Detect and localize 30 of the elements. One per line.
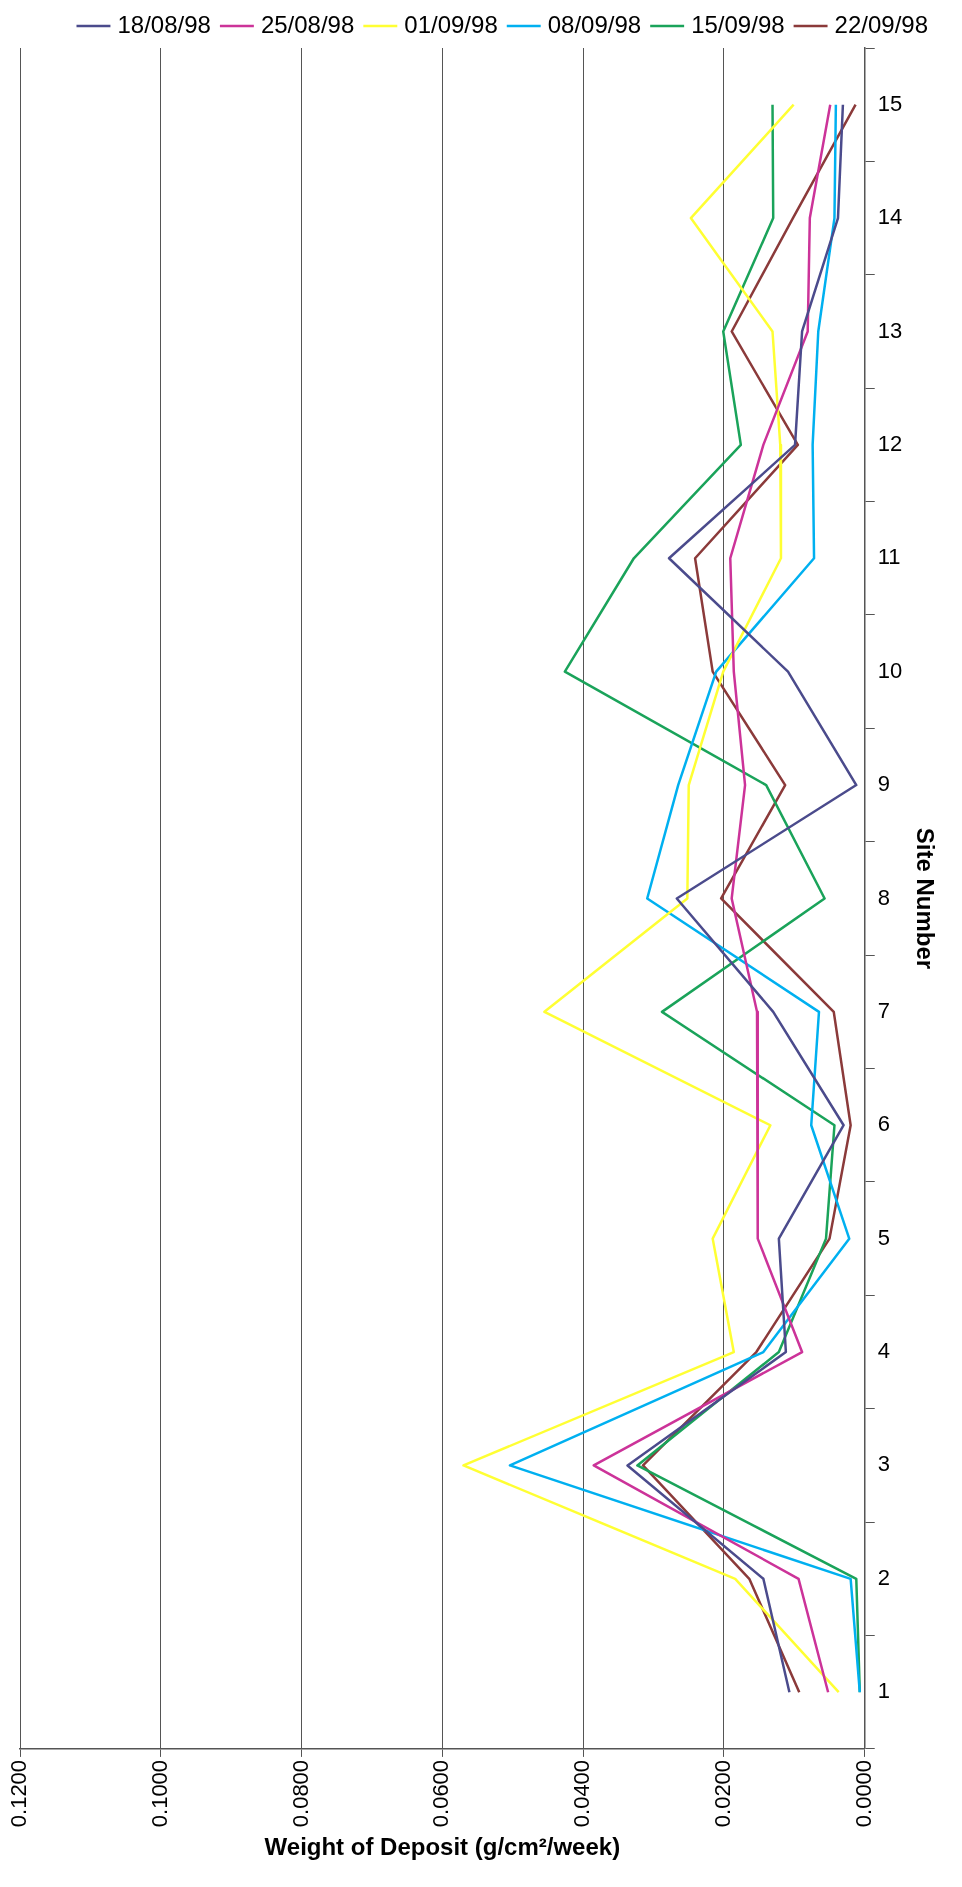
- x-tick-label: 0.0600: [428, 1759, 454, 1828]
- legend-label: 22/09/98: [834, 10, 928, 38]
- y-tick-label: 15: [877, 90, 903, 116]
- y-tick-label: 11: [877, 544, 901, 570]
- y-tick-label: 1: [877, 1678, 890, 1704]
- legend-label: 25/08/98: [260, 10, 355, 38]
- y-tick-label: 4: [877, 1338, 890, 1364]
- y-tick-label: 13: [877, 317, 903, 343]
- y-tick-label: 7: [877, 997, 890, 1023]
- legend-label: 15/09/98: [691, 10, 785, 38]
- x-tick-label: 0.0400: [569, 1759, 595, 1828]
- y-tick-label: 9: [877, 771, 890, 797]
- x-tick-label: 0.0200: [710, 1759, 735, 1828]
- legend-label: 08/09/98: [547, 10, 642, 38]
- y-tick-label: 14: [877, 204, 903, 230]
- x-tick-label: 0.0000: [850, 1759, 876, 1828]
- y-tick-label: 8: [877, 884, 890, 910]
- y-tick-label: 3: [877, 1451, 890, 1477]
- legend-label: 01/09/98: [404, 10, 498, 38]
- x-axis-title: Weight of Deposit (g/cm²/week): [264, 1833, 621, 1861]
- y-axis-title: Site Number: [911, 827, 939, 970]
- y-tick-label: 12: [877, 430, 903, 456]
- x-tick-label: 0.1200: [6, 1759, 32, 1828]
- y-tick-label: 2: [877, 1564, 890, 1590]
- y-tick-label: 6: [877, 1111, 890, 1137]
- y-tick-label: 10: [877, 657, 903, 683]
- x-tick-label: 0.0800: [287, 1759, 313, 1828]
- y-tick-label: 5: [877, 1224, 890, 1250]
- legend-label: 18/08/98: [117, 10, 211, 38]
- x-tick-label: 0.1000: [146, 1759, 172, 1828]
